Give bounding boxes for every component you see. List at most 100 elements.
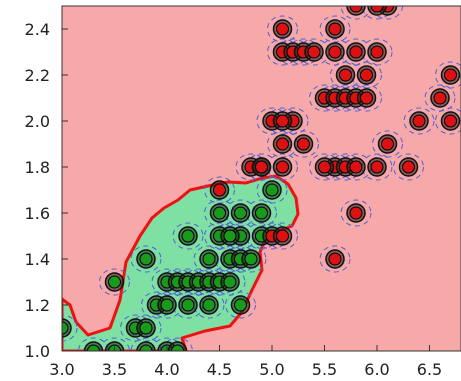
contour-ring — [172, 222, 204, 250]
plot-frame — [61, 5, 461, 352]
x-tick-label: 5.5 — [312, 360, 337, 379]
data-point — [202, 252, 216, 266]
data-point — [297, 137, 310, 151]
data-point — [202, 298, 216, 312]
data-point — [318, 160, 331, 174]
contour-ring — [193, 291, 225, 319]
contour-ring — [361, 38, 393, 66]
x-tick-label: 4.0 — [154, 360, 179, 379]
contour-ring — [130, 245, 162, 273]
data-point — [349, 45, 363, 59]
data-point — [360, 68, 373, 82]
data-point — [370, 6, 384, 13]
data-point — [255, 160, 268, 174]
data-point — [234, 206, 247, 220]
x-tick-label: 4.5 — [207, 360, 232, 379]
contour-ring — [256, 176, 288, 204]
data-point — [444, 68, 457, 82]
contour-ring — [235, 245, 267, 273]
data-point — [265, 183, 279, 197]
data-points — [62, 6, 461, 351]
data-point — [160, 298, 174, 312]
contour-ring — [351, 61, 382, 89]
y-tick-label: 1.8 — [25, 158, 50, 177]
x-tick-label: 5.0 — [259, 360, 284, 379]
data-point — [244, 252, 258, 266]
data-point — [349, 6, 363, 13]
x-tick-label: 3.0 — [49, 360, 74, 379]
data-point — [276, 160, 289, 174]
data-point — [139, 252, 153, 266]
data-point — [255, 206, 268, 220]
data-point — [402, 160, 415, 174]
data-point — [62, 321, 69, 335]
contour-ring — [246, 199, 277, 227]
y-tick-label: 1.4 — [25, 250, 50, 269]
x-tick-label: 3.5 — [102, 360, 127, 379]
y-tick-label: 2.0 — [25, 112, 50, 131]
x-axis: 3.0 3.5 4.0 4.5 5.0 5.5 6.0 6.5 — [49, 345, 442, 379]
contour-ring — [151, 337, 183, 351]
contour-ring — [288, 130, 319, 158]
data-point — [433, 91, 447, 105]
contour-ring — [162, 337, 193, 351]
contour-ring — [277, 107, 309, 135]
data-point — [307, 45, 321, 59]
contour-ring — [99, 337, 130, 351]
contour-ring — [361, 6, 393, 20]
contour-ring — [225, 291, 256, 319]
data-point — [181, 229, 195, 243]
contour-ring — [319, 245, 351, 273]
data-point — [328, 45, 342, 59]
data-point — [328, 22, 342, 36]
data-point — [108, 275, 121, 289]
contour-ring — [340, 199, 372, 227]
contour-ring — [372, 6, 403, 20]
data-point — [223, 229, 237, 243]
contour-ring — [130, 337, 162, 351]
x-tick-label: 6.0 — [364, 360, 389, 379]
contour-ring — [403, 107, 435, 135]
data-point — [349, 160, 363, 174]
data-point — [276, 137, 289, 151]
contour-ring — [319, 15, 351, 43]
contour-ring — [214, 268, 246, 296]
y-tick-label: 1.0 — [25, 342, 50, 361]
contour-ring — [267, 222, 298, 250]
contour-ring — [424, 84, 456, 112]
data-point — [87, 344, 100, 351]
data-point — [213, 183, 226, 197]
contour-ring — [267, 153, 298, 181]
data-point — [276, 114, 289, 128]
contour-ring — [62, 314, 78, 342]
data-point — [328, 252, 342, 266]
y-tick-label: 1.6 — [25, 204, 50, 223]
data-point — [276, 229, 289, 243]
data-point — [139, 321, 153, 335]
contour-ring — [340, 6, 372, 20]
contour-ring — [435, 107, 461, 135]
contour-ring — [435, 61, 461, 89]
data-point — [339, 68, 352, 82]
y-axis: 1.0 1.2 1.4 1.6 1.8 2.0 2.2 2.4 — [25, 20, 68, 361]
contour-ring — [78, 337, 109, 351]
y-tick-label: 2.2 — [25, 66, 50, 85]
contour-ring — [393, 153, 424, 181]
data-point — [370, 160, 384, 174]
contour-ring — [204, 176, 235, 204]
contour-ring — [130, 314, 162, 342]
data-point — [412, 114, 426, 128]
data-point — [213, 206, 226, 220]
data-point — [444, 114, 457, 128]
data-point — [139, 344, 153, 351]
data-point — [276, 22, 289, 36]
data-point — [349, 206, 363, 220]
contour-ring — [99, 268, 130, 296]
contour-ring — [351, 84, 382, 112]
contour-ring — [372, 130, 403, 158]
data-point — [223, 275, 237, 289]
data-point — [234, 298, 247, 312]
data-point — [360, 91, 373, 105]
y-tick-label: 1.2 — [25, 296, 50, 315]
